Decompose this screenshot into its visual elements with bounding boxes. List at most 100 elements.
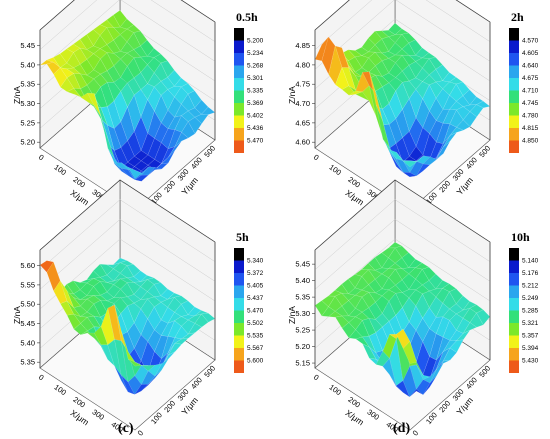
legend-label: 5.502 <box>247 320 264 327</box>
z-axis-title: Z/nA <box>12 86 22 104</box>
color-legend: 5.200 5.234 5.268 5.301 5.335 5.369 5.402 5.436… <box>234 28 264 153</box>
surface-patch <box>456 329 471 341</box>
legend-label: 4.780 <box>522 113 539 120</box>
grid-line <box>314 199 396 270</box>
legend-swatch <box>234 260 244 273</box>
z-tick-label: 4.80 <box>295 60 310 69</box>
legend-label: 5.372 <box>247 270 264 277</box>
z-tick-label: 5.40 <box>20 60 35 69</box>
z-tick-label: 5.25 <box>295 326 310 335</box>
legend-swatch <box>234 273 244 286</box>
z-tick-label: 4.65 <box>295 118 310 127</box>
legend-label: 5.357 <box>522 333 539 340</box>
legend-label: 5.285 <box>522 308 539 315</box>
surface-patch <box>161 351 176 371</box>
box-edge <box>314 0 350 31</box>
z-tick-label: 5.60 <box>20 261 35 270</box>
z-tick-label: 4.85 <box>295 41 310 50</box>
surface-patch <box>456 119 471 131</box>
legend-swatch <box>509 298 519 311</box>
box-edge <box>39 179 121 251</box>
legend-swatch <box>234 28 244 41</box>
legend-label: 5.405 <box>247 283 264 290</box>
z-tick-label: 5.40 <box>20 338 35 347</box>
z-tick-label: 5.35 <box>20 358 35 367</box>
z-tick-label: 5.35 <box>20 80 35 89</box>
legend-label: 5.436 <box>247 125 264 132</box>
legend-swatch <box>509 103 519 116</box>
x-axis-title: X/μm <box>344 188 366 208</box>
z-tick-label: 5.15 <box>295 359 310 368</box>
box-edge <box>455 0 491 23</box>
surface-patch <box>409 155 424 162</box>
legend-swatch <box>234 115 244 128</box>
legend-swatch <box>509 248 519 261</box>
z-axis-title: Z/nA <box>287 86 297 104</box>
panel-label: (c) <box>118 421 134 436</box>
grid-line <box>425 0 491 42</box>
legend-label: 5.176 <box>522 270 539 277</box>
legend-swatch <box>509 310 519 323</box>
z-tick-label: 5.45 <box>20 41 35 50</box>
surface-patch <box>469 104 484 118</box>
legend-swatch <box>234 335 244 348</box>
legend-swatch <box>234 285 244 298</box>
surface-patch <box>462 111 477 127</box>
legend-label: 5.600 <box>247 358 264 365</box>
surface-mesh <box>39 9 216 182</box>
legend-swatch <box>509 348 519 361</box>
grid-line <box>39 238 121 310</box>
z-tick-label: 5.40 <box>295 276 310 285</box>
grid-line <box>119 219 216 282</box>
surface-patch <box>147 363 162 377</box>
box-edge <box>314 179 396 251</box>
legend-label: 5.340 <box>247 258 264 265</box>
z-tick-label: 5.35 <box>295 293 310 302</box>
z-tick-label: 5.30 <box>20 99 35 108</box>
surface-patch <box>128 359 143 367</box>
time-label: 10h <box>511 230 530 244</box>
surface-mesh <box>314 22 491 178</box>
legend-label: 4.640 <box>522 63 539 70</box>
y-tick-label: 0 <box>136 429 146 438</box>
legend-swatch <box>509 115 519 128</box>
x-tick-label: 0 <box>312 153 321 163</box>
legend-label: 4.605 <box>522 50 539 57</box>
surface-patch <box>154 358 169 377</box>
z-axis-title: Z/nA <box>12 306 22 324</box>
z-tick-label: 4.75 <box>295 80 310 89</box>
legend-label: 4.710 <box>522 88 539 95</box>
surface-patch <box>127 166 142 179</box>
surface-patch <box>188 117 202 135</box>
surface-patch <box>194 114 209 125</box>
y-tick-label: 0 <box>411 429 421 438</box>
z-tick-label: 5.20 <box>20 138 35 147</box>
z-tick-label: 5.30 <box>295 309 310 318</box>
x-tick-label: 0 <box>37 153 46 163</box>
x-tick-label: 0 <box>37 373 46 383</box>
surface-patch <box>422 368 437 384</box>
legend-swatch <box>234 128 244 141</box>
surface-svg: 5.355.405.455.505.555.60Z/nA010020030040… <box>12 179 264 438</box>
surface-patch <box>141 364 156 372</box>
legend-label: 5.268 <box>247 63 264 70</box>
legend-label: 5.394 <box>522 345 539 352</box>
legend-swatch <box>509 323 519 336</box>
color-legend: 5.140 5.176 5.212 5.249 5.285 5.321 5.357 5.394… <box>509 248 539 373</box>
legend-swatch <box>234 53 244 66</box>
grid-line <box>394 238 491 302</box>
surface-patch <box>462 322 478 334</box>
legend-label: 5.470 <box>247 138 264 145</box>
grid-line <box>119 199 216 262</box>
legend-swatch <box>509 40 519 53</box>
legend-swatch <box>509 28 519 41</box>
legend-swatch <box>509 360 519 373</box>
legend-swatch <box>234 78 244 91</box>
grid-line <box>394 199 491 262</box>
surface-svg: 4.604.654.704.754.804.85Z/nA010020030040… <box>287 0 539 218</box>
legend-swatch <box>509 273 519 286</box>
box-edge <box>39 0 75 31</box>
legend-swatch <box>509 285 519 298</box>
legend-label: 5.212 <box>522 283 539 290</box>
legend-swatch <box>234 323 244 336</box>
